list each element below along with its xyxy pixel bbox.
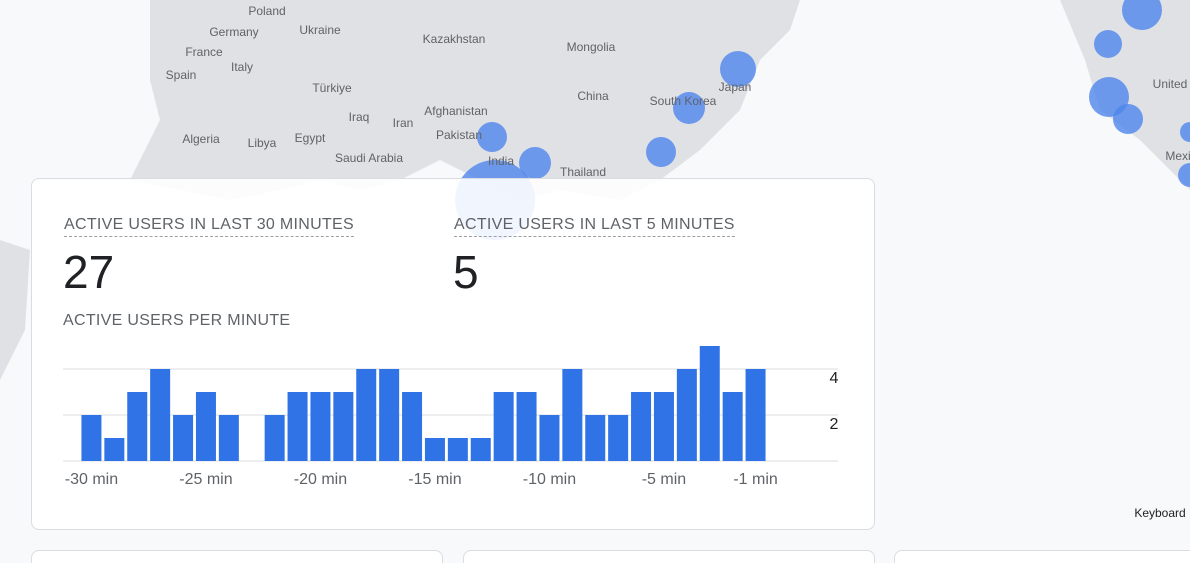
map-label: Iran [393, 116, 414, 130]
bar [424, 438, 445, 461]
bar [539, 415, 560, 461]
chart-title: ACTIVE USERS PER MINUTE [63, 312, 290, 329]
keyboard-shortcuts[interactable]: Keyboard [1134, 506, 1185, 520]
map-label: Spain [166, 68, 197, 82]
bar [493, 392, 514, 461]
y-tick-label: 4 [830, 370, 839, 387]
map-label: Poland [248, 4, 285, 18]
bar [127, 392, 148, 461]
map-label: Afghanistan [424, 104, 487, 118]
bar [722, 392, 743, 461]
bar [631, 392, 652, 461]
landmass [130, 0, 800, 200]
card [463, 550, 875, 563]
bar [356, 369, 377, 461]
bar [653, 392, 674, 461]
bar [195, 392, 216, 461]
x-tick-label: -1 min [733, 471, 777, 488]
bar [287, 392, 308, 461]
metric-value: 5 [453, 246, 479, 298]
map-label: Japan [719, 80, 752, 94]
landmass [0, 240, 30, 380]
bar [745, 369, 766, 461]
bar [470, 438, 491, 461]
bar [585, 415, 606, 461]
x-tick-label: -30 min [65, 471, 118, 488]
card [31, 550, 443, 563]
metric-label[interactable]: ACTIVE USERS IN LAST 30 MINUTES [64, 216, 354, 237]
bar [516, 392, 537, 461]
x-tick-label: -15 min [408, 471, 461, 488]
map-label: India [488, 154, 514, 168]
bar [699, 346, 720, 461]
bar [218, 415, 239, 461]
bar [333, 392, 354, 461]
x-tick-label: -20 min [294, 471, 347, 488]
map-label: Saudi Arabia [335, 151, 403, 165]
map-label: Thailand [560, 165, 606, 179]
map-label: Türkiye [312, 81, 352, 95]
x-tick-label: -25 min [179, 471, 232, 488]
bar [173, 415, 194, 461]
bar [676, 369, 697, 461]
x-tick-label: -10 min [523, 471, 576, 488]
bar [379, 369, 400, 461]
map-label: Germany [209, 25, 258, 39]
map-label: South Korea [650, 94, 717, 108]
map-label: Mexi [1165, 149, 1190, 163]
bar [150, 369, 171, 461]
map-label: United [1153, 77, 1188, 91]
bar [104, 438, 125, 461]
map-label: China [577, 89, 609, 103]
bar [81, 415, 102, 461]
map-label: Mongolia [567, 40, 616, 54]
bar [264, 415, 285, 461]
map-label: Libya [248, 136, 277, 150]
map-label: France [185, 45, 223, 59]
metric-value: 27 [63, 246, 115, 298]
y-tick-label: 2 [830, 416, 839, 433]
map-label: Egypt [295, 131, 326, 145]
realtime-card: ACTIVE USERS IN LAST 30 MINUTES 27 ACTIV… [31, 178, 875, 530]
bar [608, 415, 629, 461]
map-label: Ukraine [299, 23, 341, 37]
bar [562, 369, 583, 461]
metric-label[interactable]: ACTIVE USERS IN LAST 5 MINUTES [454, 216, 735, 237]
bar [310, 392, 331, 461]
bar [447, 438, 468, 461]
map-label: Pakistan [436, 128, 482, 142]
map-label: Kazakhstan [423, 32, 486, 46]
map-label: Iraq [349, 110, 370, 124]
bar [402, 392, 423, 461]
map-label: Italy [231, 60, 253, 74]
x-tick-label: -5 min [642, 471, 686, 488]
card [894, 550, 1190, 563]
map-label: Algeria [182, 132, 220, 146]
